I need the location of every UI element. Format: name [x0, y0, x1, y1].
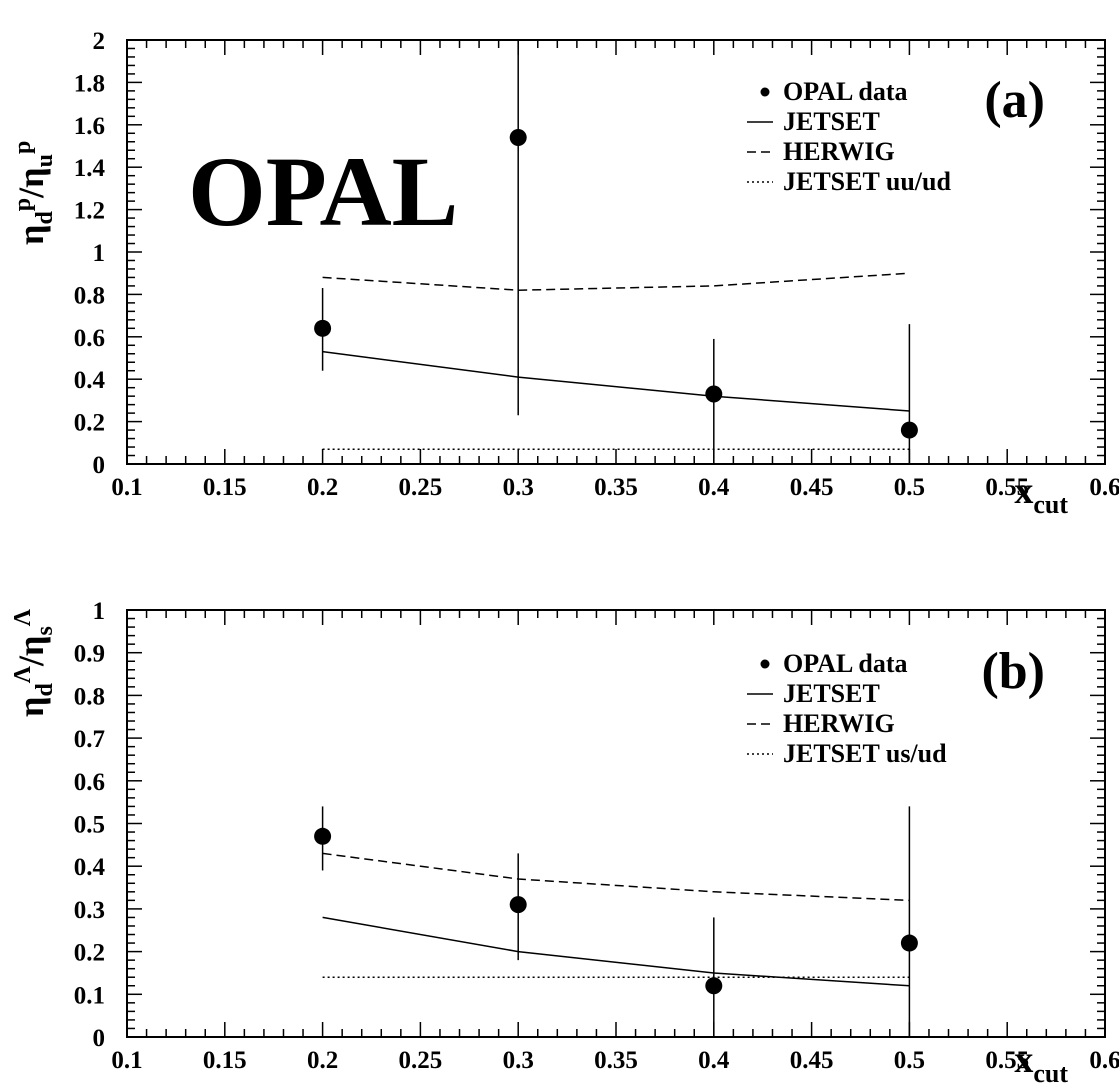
- opal-watermark: OPAL: [188, 136, 458, 247]
- y-tick-label: 0.4: [74, 367, 106, 394]
- y-tick-label: 0.4: [74, 854, 106, 881]
- y-tick-label: 0.2: [74, 940, 105, 967]
- x-axis-label-base: x: [1014, 1039, 1033, 1081]
- y-tick-label: 1.8: [74, 70, 105, 97]
- x-tick-label: 0.35: [594, 1047, 638, 1074]
- x-tick-label: 0.45: [790, 1047, 834, 1074]
- x-tick-label: 0.15: [203, 474, 247, 501]
- y-axis-label-sup1: p: [10, 198, 36, 211]
- y-tick-label: 0.3: [74, 897, 105, 924]
- x-tick-label: 0.2: [307, 1047, 338, 1074]
- panel-label: (a): [984, 72, 1045, 129]
- x-tick-label: 0.3: [503, 1047, 534, 1074]
- series-line-solid: [322, 916, 910, 987]
- y-axis-label-sub2: s: [32, 626, 58, 635]
- legend-label: JETSET: [783, 107, 880, 136]
- y-tick-label: 0.7: [74, 726, 105, 753]
- y-tick-label: 0.9: [74, 641, 105, 668]
- y-tick-label: 1.2: [74, 198, 105, 225]
- x-tick-label: 0.25: [399, 1047, 443, 1074]
- legend-label: HERWIG: [783, 137, 895, 166]
- y-tick-label: 1.4: [74, 155, 106, 182]
- data-point: [705, 977, 723, 995]
- x-tick-label: 0.4: [698, 1047, 730, 1074]
- x-axis-label: xcut: [1014, 470, 1068, 519]
- y-axis-label-sub1: d: [32, 211, 58, 225]
- series-line-dashed: [322, 272, 910, 291]
- y-tick-label: 1.6: [74, 113, 105, 140]
- x-axis-label: xcut: [1014, 1039, 1068, 1088]
- y-axis-label-sup2: p: [10, 141, 36, 154]
- x-tick-label: 0.5: [894, 474, 925, 501]
- data-point: [314, 319, 332, 337]
- y-axis-label-sub1: d: [32, 683, 58, 697]
- x-tick-label: 0.35: [594, 474, 638, 501]
- y-axis-label: ηdΛ/ηsΛ: [10, 608, 58, 717]
- x-axis-label-sub: cut: [1033, 490, 1068, 519]
- legend-label: HERWIG: [783, 709, 895, 738]
- x-tick-label: 0.6: [1089, 474, 1119, 501]
- series-line-dashed: [322, 852, 910, 902]
- y-axis-label-mid: /η: [11, 636, 51, 667]
- legend-label: JETSET uu/ud: [783, 167, 951, 196]
- data-point: [900, 934, 918, 952]
- x-tick-label: 0.25: [399, 474, 443, 501]
- x-tick-label: 0.6: [1089, 1047, 1119, 1074]
- y-tick-label: 0: [93, 452, 106, 479]
- data-point: [509, 896, 527, 914]
- plot-frame: [126, 39, 1106, 465]
- y-axis-label: ηdp/ηup: [10, 141, 58, 245]
- y-tick-label: 0.6: [74, 325, 105, 352]
- y-tick-label: 2: [93, 28, 106, 55]
- data-point: [900, 421, 918, 439]
- y-axis-label-mid: /η: [11, 167, 51, 198]
- y-tick-label: 1: [93, 240, 106, 267]
- x-tick-label: 0.55: [985, 474, 1029, 501]
- y-tick-label: 0.1: [74, 982, 105, 1009]
- x-tick-label: 0.1: [111, 1047, 142, 1074]
- x-tick-label: 0.4: [698, 474, 730, 501]
- legend-marker-data: [760, 659, 770, 669]
- legend-marker-data: [760, 87, 770, 97]
- x-axis-label-sub: cut: [1033, 1059, 1068, 1088]
- y-tick-label: 0.2: [74, 410, 105, 437]
- x-tick-label: 0.45: [790, 474, 834, 501]
- y-tick-label: 0.8: [74, 282, 105, 309]
- y-tick-label: 0: [93, 1025, 106, 1052]
- x-tick-label: 0.55: [985, 1047, 1029, 1074]
- series-line-solid: [322, 350, 910, 412]
- x-tick-label: 0.1: [111, 474, 142, 501]
- data-point: [705, 385, 723, 403]
- y-tick-label: 1: [93, 598, 106, 625]
- y-tick-label: 0.6: [74, 769, 105, 796]
- legend-label: JETSET us/ud: [783, 739, 947, 768]
- x-tick-label: 0.5: [894, 1047, 925, 1074]
- panel-label: (b): [981, 643, 1045, 700]
- legend-label: OPAL data: [783, 77, 907, 106]
- y-axis-label-base: η: [11, 697, 51, 717]
- y-axis-label-sub2: u: [32, 154, 58, 167]
- x-tick-label: 0.3: [503, 474, 534, 501]
- legend-label: JETSET: [783, 679, 880, 708]
- data-point: [314, 827, 332, 845]
- y-axis-label-base: η: [11, 225, 51, 245]
- y-tick-label: 0.8: [74, 683, 105, 710]
- plot-frame: [126, 609, 1106, 1038]
- x-tick-label: 0.2: [307, 474, 338, 501]
- y-tick-label: 0.5: [74, 812, 105, 839]
- data-point: [509, 129, 527, 147]
- panel-b: 0.1 0.15 0.2 0.25 0.3 0.35 0.4 0.45 0.5 0.55 0.600…: [10, 598, 1119, 1088]
- panel-a: 0.1 0.15 0.2 0.25 0.3 0.35 0.4 0.45 0.5 0.55 0.6 0 0…: [10, 28, 1119, 519]
- y-axis-label-sup2: Λ: [10, 608, 36, 626]
- x-tick-label: 0.15: [203, 1047, 247, 1074]
- y-axis-label-sup1: Λ: [10, 665, 36, 683]
- legend-label: OPAL data: [783, 649, 907, 678]
- x-axis-label-base: x: [1014, 470, 1033, 512]
